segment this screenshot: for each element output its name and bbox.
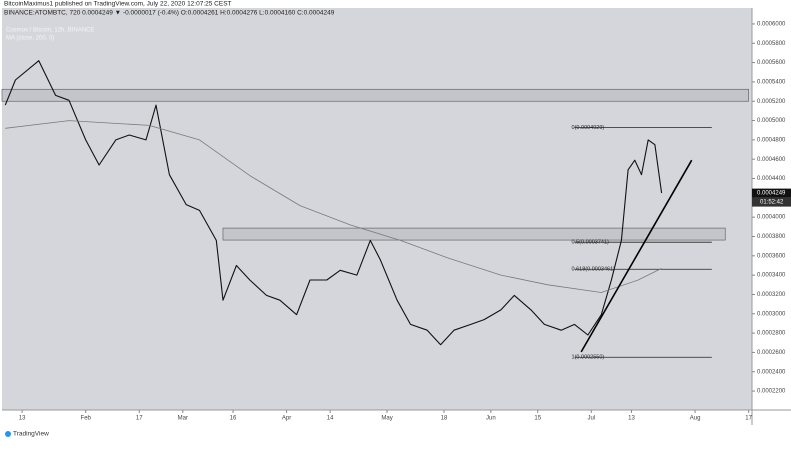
chart-subtitle: Cosmos / Bitcoin, 12h, BINANCE: [6, 28, 94, 34]
x-tick-label: Apr: [282, 416, 291, 422]
y-tick-label: 0.0003200: [757, 292, 786, 298]
countdown-tag: [752, 197, 791, 207]
plot-area: [2, 8, 752, 410]
y-tick-label: 0.0005000: [757, 118, 786, 124]
brand: TradingView: [13, 431, 49, 438]
countdown-label: 01:52:42: [760, 200, 784, 206]
x-tick-label: 13: [628, 416, 635, 422]
y-tick-label: 0.0004400: [757, 176, 786, 182]
y-tick-label: 0.0004000: [757, 215, 786, 221]
y-tick-label: 0.0005800: [757, 41, 786, 47]
symbol-line: BINANCE:ATOMBTC, 720 0.0004249 ▼ -0.0000…: [4, 10, 335, 17]
x-tick-label: Aug: [690, 416, 701, 422]
y-tick-label: 0.0003000: [757, 311, 786, 317]
fib-label: 0.5(0.0003741): [572, 240, 609, 246]
y-tick-label: 0.0006000: [757, 22, 786, 28]
y-tick-label: 0.0003400: [757, 273, 786, 279]
logo: [5, 431, 11, 437]
x-tick-label: Mar: [178, 416, 188, 422]
x-tick-label: 14: [327, 416, 334, 422]
fib-label: 0(0.0004929): [572, 125, 605, 131]
y-tick-label: 0.0005600: [757, 60, 786, 66]
zone: [222, 227, 726, 241]
x-tick-label: 16: [230, 416, 237, 422]
trendline: [580, 159, 693, 353]
y-tick-label: 0.0005400: [757, 79, 786, 85]
last-price-label: 0.0004249: [757, 191, 786, 197]
x-tick-label: 17: [745, 416, 752, 422]
x-tick-label: 18: [441, 416, 448, 422]
x-tick-label: Jul: [587, 416, 595, 422]
y-tick-label: 0.0004600: [757, 157, 786, 163]
x-tick-label: May: [381, 416, 392, 422]
y-tick-label: 0.0002800: [757, 331, 786, 337]
series-line: [5, 120, 662, 293]
y-tick-label: 0.0002600: [757, 350, 786, 356]
published-line: BitcoinMaximus1 published on TradingView…: [4, 1, 232, 8]
fib-label: 1(0.0002550): [572, 355, 605, 361]
y-tick-label: 0.0002400: [757, 369, 786, 375]
x-tick-label: 17: [136, 416, 143, 422]
y-tick-label: 0.0005200: [757, 99, 786, 105]
x-tick-label: 13: [19, 416, 26, 422]
y-tick-label: 0.0002200: [757, 389, 786, 395]
footer: TradingView: [5, 431, 49, 438]
indicator-label: MA (close, 200, 0): [6, 36, 54, 42]
x-tick-label: Feb: [81, 416, 92, 422]
series-line: [4, 60, 663, 346]
last-price-tag: [752, 188, 791, 198]
y-tick-label: 0.0003800: [757, 234, 786, 240]
y-tick-label: 0.0003600: [757, 253, 786, 259]
fib-label: 0.618(0.0003461): [572, 267, 616, 273]
x-tick-label: Jun: [486, 416, 496, 422]
y-tick-label: 0.0004800: [757, 137, 786, 143]
x-tick-label: 15: [534, 416, 541, 422]
zone: [1, 88, 749, 102]
